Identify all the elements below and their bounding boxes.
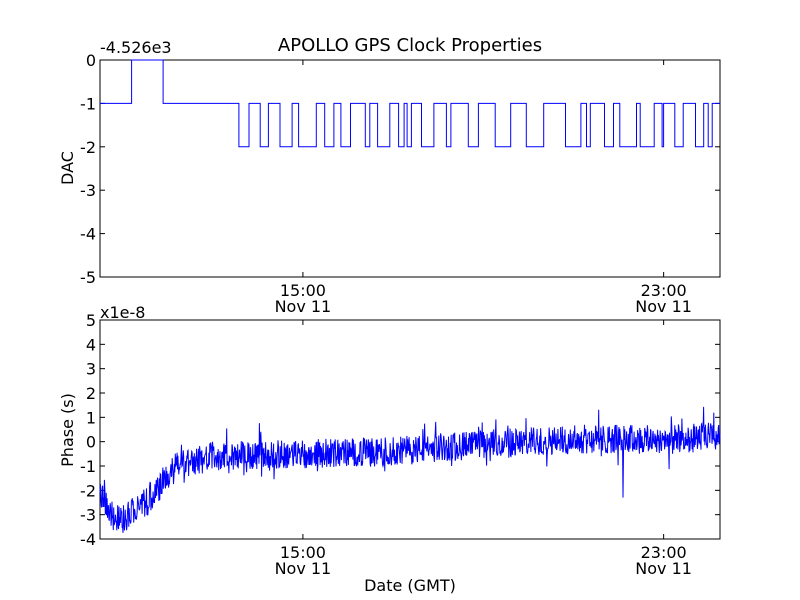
y-tick-label: -5 <box>80 268 96 287</box>
x-tick-sublabel: Nov 11 <box>275 297 332 316</box>
phase-y-axis-label: Phase (s) <box>58 393 77 467</box>
phase-series-line <box>99 406 721 533</box>
y-tick-label: 0 <box>86 433 96 452</box>
x-tick-label: 23:00 <box>641 543 687 562</box>
dac-y-axis-label: DAC <box>58 151 77 185</box>
y-tick-label: 5 <box>86 311 96 330</box>
y-tick-label: -1 <box>80 457 96 476</box>
dac-plot-frame <box>99 59 721 278</box>
chart-title: APOLLO GPS Clock Properties <box>278 35 542 56</box>
y-tick-label: 3 <box>86 360 96 379</box>
y-tick-label: -1 <box>80 94 96 113</box>
dac-offset-text: -4.526e3 <box>100 38 172 57</box>
x-tick-sublabel: Nov 11 <box>275 559 332 578</box>
y-tick-label: -2 <box>80 481 96 500</box>
phase-plot-frame <box>99 319 721 540</box>
y-tick-label: 2 <box>86 384 96 403</box>
x-tick-sublabel: Nov 11 <box>635 559 692 578</box>
y-tick-label: 4 <box>86 335 96 354</box>
phase-offset-text: x1e-8 <box>100 303 145 322</box>
y-tick-label: -3 <box>80 181 96 200</box>
x-tick-label: 15:00 <box>280 281 326 300</box>
y-tick-label: -4 <box>80 225 96 244</box>
y-tick-label: 1 <box>86 408 96 427</box>
x-tick-label: 15:00 <box>280 543 326 562</box>
y-tick-label: -2 <box>80 138 96 157</box>
dac-y-ticks: 0 -1 -2 -3 -4 -5 <box>80 51 720 287</box>
y-tick-label: 0 <box>86 51 96 70</box>
x-tick-label: 23:00 <box>641 281 687 300</box>
x-tick-sublabel: Nov 11 <box>635 297 692 316</box>
dac-series-line <box>100 59 720 148</box>
y-tick-label: -4 <box>80 530 96 549</box>
phase-y-ticks: 5 4 3 2 1 0 -1 -2 -3 -4 <box>80 311 720 549</box>
x-axis-label: Date (GMT) <box>364 576 456 595</box>
y-tick-label: -3 <box>80 506 96 525</box>
